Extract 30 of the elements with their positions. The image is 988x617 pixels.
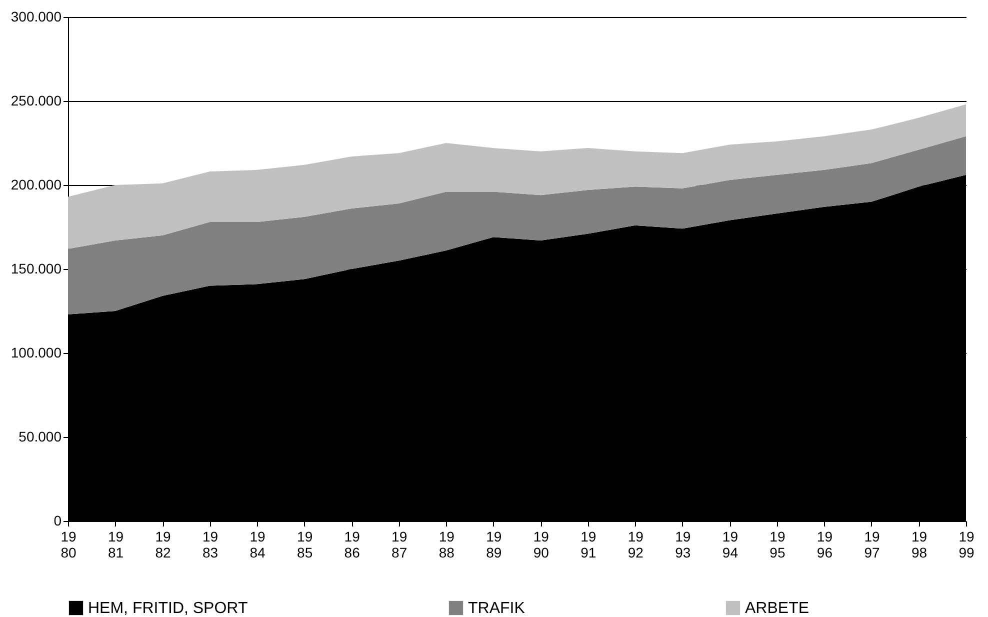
x-tick-label: 1990: [533, 528, 550, 560]
x-tick-label: 1999: [958, 528, 974, 560]
x-tick-label: 1991: [580, 528, 596, 560]
y-tick-label: 300.000: [10, 8, 62, 24]
x-tick-label: 1994: [722, 528, 738, 560]
legend-label: ARBETE: [745, 600, 810, 617]
legend-label: TRAFIK: [468, 600, 526, 617]
y-tick-label: 200.000: [10, 176, 62, 192]
x-tick-label: 1980: [60, 528, 76, 560]
y-tick-label: 50.000: [18, 428, 62, 444]
x-tick-label: 1992: [628, 528, 644, 560]
legend-label: HEM, FRITID, SPORT: [88, 600, 248, 617]
x-tick-label: 1998: [911, 528, 928, 560]
x-tick-label: 1996: [816, 528, 833, 560]
y-tick-label: 250.000: [10, 92, 62, 108]
x-tick-label: 1982: [155, 528, 172, 560]
y-tick-label: 0: [54, 512, 62, 528]
x-tick-label: 1981: [108, 528, 124, 560]
x-tick-label: 1987: [392, 528, 408, 560]
x-tick-label: 1985: [297, 528, 313, 560]
x-tick-label: 1983: [202, 528, 218, 560]
y-tick-label: 100.000: [10, 344, 62, 360]
x-tick-label: 1995: [770, 528, 786, 560]
x-tick-label: 1986: [344, 528, 360, 560]
x-tick-label: 1984: [250, 528, 266, 560]
x-tick-label: 1993: [675, 528, 691, 560]
x-tick-label: 1989: [486, 528, 502, 560]
x-tick-label: 1988: [438, 528, 455, 560]
y-tick-label: 150.000: [10, 260, 62, 276]
x-tick-label: 1997: [864, 528, 880, 560]
